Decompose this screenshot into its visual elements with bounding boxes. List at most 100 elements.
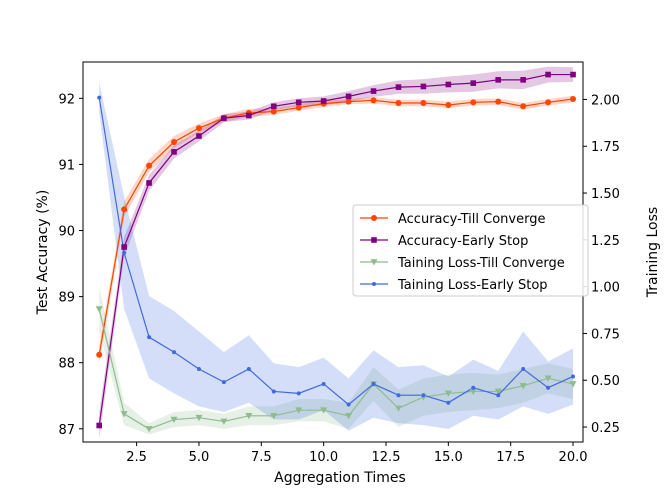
taining-loss-till-converge-band (99, 286, 574, 435)
taining-loss-till-converge-point (295, 407, 303, 414)
taining-loss-early-stop-point (496, 393, 501, 398)
y-tick-label: 87 (58, 423, 75, 438)
taining-loss-early-stop-point (246, 366, 251, 371)
x-axis-label: Aggregation Times (274, 470, 406, 486)
legend-label-taining-loss-till-converge: Taining Loss-Till Converge (397, 256, 565, 271)
accuracy-till-converge-point (420, 99, 427, 106)
accuracy-till-converge-point (395, 99, 402, 106)
y2-tick-label: 0.50 (591, 374, 620, 389)
y-tick-label: 91 (58, 158, 75, 173)
y-axis-label: Test Accuracy (%) (35, 190, 51, 316)
accuracy-early-stop-point (270, 103, 277, 110)
legend-box (352, 204, 589, 297)
taining-loss-early-stop-point (271, 389, 276, 394)
taining-loss-early-stop-point (521, 366, 526, 371)
series-markers (95, 71, 577, 433)
taining-loss-early-stop-point (571, 374, 576, 379)
y-tick-label: 89 (58, 291, 75, 306)
taining-loss-till-converge-point (245, 412, 253, 420)
taining-loss-early-stop-point (172, 350, 177, 355)
accuracy-till-converge-point (445, 101, 452, 108)
accuracy-early-stop-point (345, 93, 352, 100)
accuracy-early-stop-point (146, 180, 152, 186)
accuracy-till-converge-point (520, 103, 527, 110)
legend: Accuracy-Till Converge Accuracy-Early Sto… (352, 204, 589, 297)
taining-loss-early-stop-point (396, 393, 401, 398)
taining-loss-early-stop-point (471, 385, 476, 390)
x-tick-label: 12.5 (372, 450, 401, 465)
taining-loss-till-converge-point (519, 383, 527, 390)
taining-loss-till-converge-point (469, 388, 477, 395)
taining-loss-early-stop-line (98, 97, 574, 406)
accuracy-till-converge-point (495, 98, 502, 105)
accuracy-early-stop-point (246, 112, 252, 119)
taining-loss-early-stop-point (546, 385, 551, 390)
accuracy-till-converge-point (171, 138, 178, 145)
accuracy-early-stop-point (320, 98, 327, 104)
taining-loss-early-stop-point (122, 250, 127, 255)
x-tick-label: 5.0 (189, 450, 210, 465)
legend-label-taining-loss-early-stop: Taining Loss-Early Stop (397, 278, 548, 293)
accuracy-early-stop-point (470, 80, 477, 86)
y2-axis-ticks: 0.25 0.50 0.75 1.00 1.25 1.50 1.75 2.00 (583, 93, 620, 436)
accuracy-till-converge-point (370, 97, 377, 104)
y-tick-label: 88 (58, 357, 75, 372)
accuracy-till-converge-point (146, 162, 153, 169)
accuracy-till-converge-point (470, 99, 477, 106)
accuracy-early-stop-point (196, 133, 202, 139)
x-tick-label: 20.0 (559, 450, 588, 465)
x-tick-label: 7.5 (251, 450, 272, 465)
x-tick-label: 15.0 (434, 450, 463, 465)
y2-tick-label: 1.50 (591, 187, 620, 202)
legend-label-accuracy-till-converge: Accuracy-Till Converge (398, 212, 545, 227)
accuracy-early-stop-point (445, 81, 452, 88)
taining-loss-till-converge-point (494, 388, 502, 395)
taining-loss-till-converge-point (220, 418, 228, 425)
accuracy-early-stop-point (520, 77, 526, 83)
y-tick-label: 90 (58, 225, 75, 240)
y2-tick-label: 1.00 (591, 281, 620, 296)
accuracy-early-stop-point (545, 71, 551, 78)
taining-loss-early-stop-point (371, 381, 376, 386)
accuracy-till-converge-point (295, 104, 302, 111)
y2-axis-label: Training Loss (645, 207, 661, 298)
x-tick-label: 2.5 (126, 450, 147, 465)
taining-loss-till-converge-point (270, 412, 278, 420)
y-axis-ticks: 87 88 89 90 91 92 (58, 92, 83, 438)
accuracy-till-converge-point (121, 206, 128, 213)
taining-loss-early-stop-point (221, 380, 226, 385)
confidence-bands (99, 66, 574, 439)
taining-loss-early-stop-point (421, 393, 426, 398)
taining-loss-till-converge-point (320, 407, 328, 414)
accuracy-early-stop-point (96, 422, 103, 429)
accuracy-early-stop-point (295, 99, 302, 106)
y2-tick-label: 2.00 (591, 93, 620, 108)
taining-loss-till-converge-point (394, 405, 402, 412)
accuracy-early-stop-point (370, 88, 377, 94)
accuracy-till-converge-point (545, 99, 552, 106)
legend-marker-taining-loss-early-stop-point (372, 282, 376, 286)
x-tick-label: 10.0 (309, 450, 338, 465)
y2-tick-label: 1.25 (591, 234, 620, 249)
legend-marker-taining-loss-till-converge-point (370, 259, 378, 266)
accuracy-early-stop-point (395, 84, 402, 90)
taining-loss-till-converge-point (95, 306, 103, 313)
taining-loss-early-stop-band (99, 82, 574, 431)
accuracy-early-stop-point (420, 83, 427, 90)
accuracy-till-converge-point (195, 125, 202, 132)
accuracy-till-converge-point (570, 96, 577, 103)
accuracy-early-stop-point (495, 77, 502, 83)
y-tick-label: 92 (58, 92, 75, 107)
taining-loss-early-stop-point (346, 402, 351, 407)
x-axis-ticks: 2.5 5.0 7.5 10.0 12.5 15.0 17.5 20.0 (126, 442, 588, 465)
legend-marker-accuracy-early-stop-point (371, 237, 377, 243)
legend-label-accuracy-early-stop: Accuracy-Early Stop (398, 234, 528, 249)
series-lines (98, 73, 574, 430)
accuracy-till-converge-point (96, 351, 103, 358)
taining-loss-till-converge-point (345, 412, 353, 420)
y2-tick-label: 0.25 (591, 421, 620, 436)
x-tick-label: 17.5 (496, 450, 525, 465)
taining-loss-early-stop-point (196, 366, 201, 371)
taining-loss-till-converge-point (145, 426, 153, 433)
